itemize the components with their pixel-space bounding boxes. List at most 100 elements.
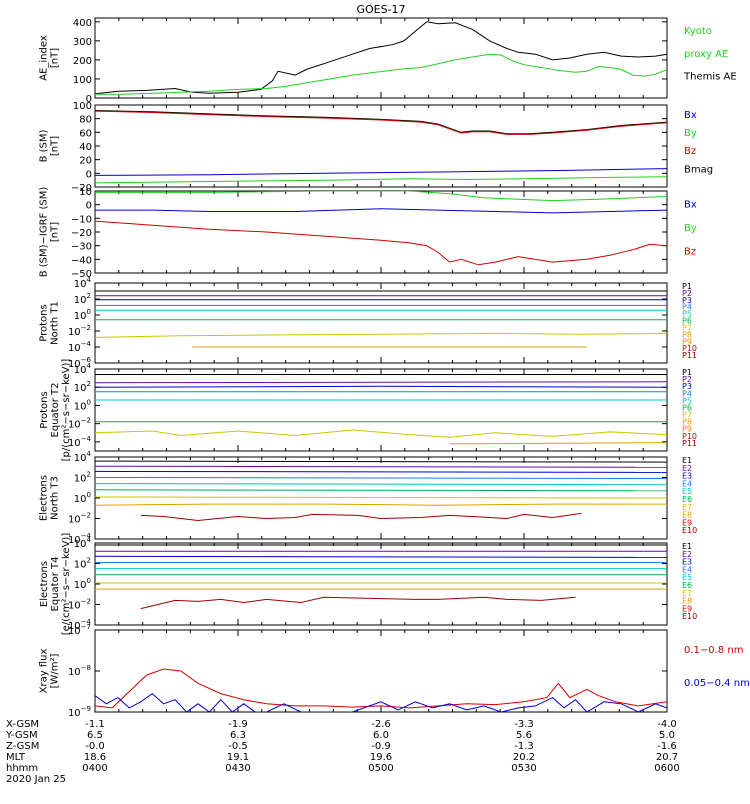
y-axis-label: North T1 bbox=[50, 301, 61, 345]
legend-item: E10 bbox=[682, 612, 697, 621]
y-axis-label: [W/m²] bbox=[50, 653, 61, 688]
ephemeris-value: -1.3 bbox=[514, 741, 534, 752]
y-tick-label: 10 bbox=[79, 187, 92, 198]
legend-item: 0.05−0.4 nm bbox=[684, 678, 750, 689]
legend-item: Bx bbox=[684, 110, 697, 121]
series-p3 bbox=[95, 385, 667, 388]
legend-item: P1 bbox=[682, 282, 692, 291]
y-tick-label: 10−4 bbox=[68, 340, 92, 354]
y-axis-label: Xray flux bbox=[39, 649, 50, 694]
ephemeris-value: -1.9 bbox=[228, 719, 248, 730]
y-axis-label: Electrons bbox=[39, 561, 50, 607]
series-e7 bbox=[95, 496, 667, 499]
series-kyoto-proxy-ae bbox=[95, 53, 667, 95]
y-tick-label: 0 bbox=[86, 201, 92, 212]
legend-item: By bbox=[684, 223, 697, 234]
series-e8 bbox=[95, 503, 667, 506]
legend-item: Bmag bbox=[684, 164, 713, 175]
series-p7 bbox=[95, 332, 667, 338]
ephemeris-value: 20.2 bbox=[513, 752, 535, 763]
plot-title: GOES-17 bbox=[356, 3, 405, 16]
legend-item: P4 bbox=[682, 303, 692, 312]
series-e1 bbox=[95, 460, 667, 463]
y-tick-label: 0 bbox=[86, 94, 92, 105]
series-p2 bbox=[95, 381, 667, 384]
y-tick-label: 10−8 bbox=[68, 664, 91, 678]
legend-item: E4 bbox=[682, 479, 692, 488]
legend-item: E7 bbox=[682, 589, 692, 598]
legend-item: P4 bbox=[682, 389, 692, 398]
legend-item: E7 bbox=[682, 503, 692, 512]
y-tick-label: 100 bbox=[73, 75, 92, 86]
legend-item: P3 bbox=[682, 296, 692, 305]
ephemeris-value: 20.7 bbox=[656, 752, 678, 763]
y-axis-label: [p/(cm²−s−sr−keV)] bbox=[61, 359, 72, 462]
y-axis-label: [nT] bbox=[50, 136, 61, 156]
panel-frame bbox=[94, 368, 668, 452]
legend-item: E1 bbox=[682, 542, 692, 551]
y-axis-label: AE_index bbox=[39, 35, 50, 81]
y-tick-label: 10−9 bbox=[68, 705, 91, 719]
legend-item: E3 bbox=[682, 472, 692, 481]
legend-item: E6 bbox=[682, 495, 692, 504]
y-axis-label: Electrons bbox=[39, 475, 50, 521]
ephemeris-value: 0600 bbox=[654, 763, 679, 774]
legend-item: P1 bbox=[682, 368, 692, 377]
legend-item: P8 bbox=[682, 418, 692, 427]
series-e5 bbox=[95, 483, 667, 486]
ephemeris-value: 5.6 bbox=[516, 730, 532, 741]
y-tick-label: 100 bbox=[74, 308, 91, 322]
y-tick-label: 104 bbox=[74, 536, 92, 550]
legend-item: P3 bbox=[682, 382, 692, 391]
ephemeris-value: 6.3 bbox=[230, 730, 246, 741]
legend-item: Bx bbox=[684, 199, 697, 210]
ephemeris-value: -0.5 bbox=[228, 741, 248, 752]
legend-item: P5 bbox=[682, 310, 692, 319]
panel-frame bbox=[94, 17, 668, 99]
ephemeris-value: 0400 bbox=[82, 763, 107, 774]
legend-item: E5 bbox=[682, 487, 692, 496]
ephemeris-value: 6.5 bbox=[87, 730, 103, 741]
y-tick-label: 300 bbox=[73, 37, 92, 48]
panel-frame bbox=[94, 190, 668, 274]
series-e6 bbox=[95, 489, 667, 492]
y-tick-label: 20 bbox=[79, 156, 92, 167]
y-axis-label: Equator T2 bbox=[50, 383, 61, 438]
legend-item: E8 bbox=[682, 511, 692, 520]
legend-item: Bz bbox=[684, 246, 696, 257]
legend-item: E9 bbox=[682, 604, 692, 613]
panel-frame bbox=[94, 542, 668, 626]
y-axis-label: [e/(cm²−s−sr−keV)] bbox=[61, 533, 72, 636]
legend-item: P6 bbox=[682, 403, 692, 412]
series-bmag bbox=[95, 110, 667, 135]
y-tick-label: 400 bbox=[73, 18, 92, 29]
ephemeris-value: -1.1 bbox=[85, 719, 105, 730]
y-tick-label: 10−2 bbox=[68, 324, 91, 338]
y-tick-label: 60 bbox=[79, 128, 92, 139]
y-tick-label: −20 bbox=[71, 183, 92, 194]
series-bx bbox=[95, 168, 667, 176]
series-e3 bbox=[95, 555, 667, 558]
ephemeris-value: -3.3 bbox=[514, 719, 534, 730]
y-tick-label: 102 bbox=[74, 557, 91, 571]
y-tick-label: 40 bbox=[79, 142, 92, 153]
series-e4 bbox=[95, 477, 667, 479]
ephemeris-value: 0530 bbox=[511, 763, 536, 774]
legend-item: P10 bbox=[682, 344, 697, 353]
legend-item: Themis AE bbox=[683, 72, 737, 83]
series-p8 bbox=[449, 442, 667, 445]
y-tick-label: −50 bbox=[71, 269, 92, 280]
ephemeris-value: 0500 bbox=[368, 763, 393, 774]
y-tick-label: 80 bbox=[79, 115, 92, 126]
legend-item: Kyoto bbox=[684, 26, 712, 37]
ephemeris-value: -4.0 bbox=[657, 719, 677, 730]
y-tick-label: 10−2 bbox=[68, 512, 91, 526]
ephemeris-value: 5.0 bbox=[659, 730, 675, 741]
date-label: 2020 Jan 25 bbox=[6, 774, 66, 785]
y-axis-label: Protons bbox=[39, 304, 50, 341]
